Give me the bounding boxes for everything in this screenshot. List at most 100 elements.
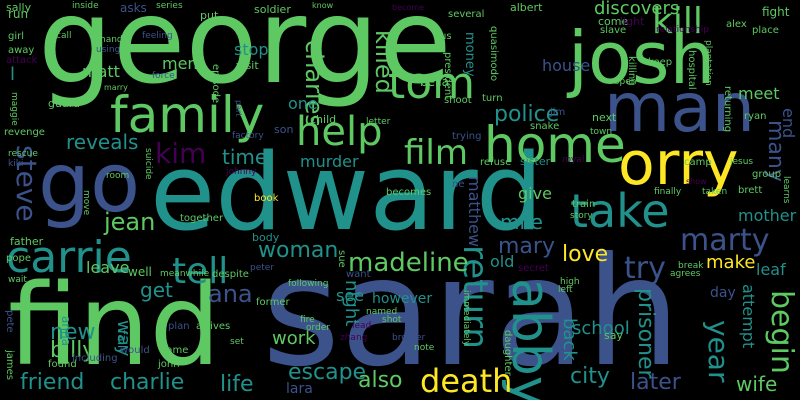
word-murder: murder [300,152,359,171]
word-becomes: becomes [386,187,432,198]
word-agrees: agrees [670,269,701,279]
word-edward: edward [150,131,544,254]
word-attack: attack [6,55,38,66]
word-lara: lara [286,381,313,397]
word-using: using [96,45,121,55]
word-soldier: soldier [254,3,291,16]
word-charlie: charlie [110,370,185,395]
word-revenge: revenge [4,127,45,138]
word-orry: orry [618,129,739,199]
word-visit: visit [236,59,259,72]
word-returning: returning [722,86,733,133]
word-attempt: attempt [739,284,758,349]
word-snake: snake [530,121,560,132]
word-billy: billy [50,338,96,363]
word-brother: brother [392,333,426,343]
word-away: away [8,45,35,56]
word-leaf: leaf [756,260,786,279]
word-new: new [50,320,96,345]
word-madeline: madeline [348,248,469,278]
word-wait: wait [8,275,27,285]
word-also: also [358,368,403,393]
word-part: part [234,100,243,117]
word-girl: girl [8,31,25,42]
word-marry: marry [104,83,128,92]
word-name: name [160,345,189,356]
word-friend: friend [20,370,85,395]
word-old: old [490,252,515,271]
word-hand: hand [100,35,123,45]
word-light: light [620,15,645,28]
word-body: body [252,231,280,244]
word-pete: pete [4,310,15,333]
word-feeling: feeling [142,31,173,41]
word-wife: wife [736,372,778,396]
word-shot: shot [382,315,402,325]
word-lead: lead [352,321,372,331]
word-time: time [222,145,268,169]
word-plantation: plantation [703,40,713,86]
word-named: named [366,307,398,317]
word-marty: marty [680,223,770,258]
word-john: john [158,359,180,370]
word-asks: asks [120,1,147,15]
word-trying: trying [452,131,482,142]
word-later: later [630,370,681,395]
word-despite: despite [212,269,249,280]
word-call: call [56,31,72,41]
word-arrives: arrives [196,321,231,332]
word-try: try [624,251,666,286]
word-money: money [462,32,477,77]
word-open: open [614,77,637,87]
word-prisoner: prisoner [633,288,658,379]
word-shoot: shoot [444,95,472,106]
word-help: help [296,109,383,155]
word-family: family [110,86,265,144]
word-kill: kill [652,1,703,42]
word-tell: tell [172,251,229,292]
word-sally: sally [6,1,32,14]
word-brett: brett [738,185,763,196]
word-slave: slave [600,25,627,36]
word-jesus: jesus [730,157,754,167]
word-one: one [288,94,318,113]
word-rescue: rescue [8,149,38,159]
word-learns: learns [781,176,791,204]
word-stop: stop [234,40,269,59]
word-pope: pope [6,253,31,264]
word-order: order [306,323,330,333]
word-escape: escape [288,360,367,385]
word-go: go [38,136,141,231]
word-town: town [590,127,613,137]
word-plan: plan [168,321,190,332]
word-bella: bella [420,75,450,89]
word-leave: leave [86,258,130,277]
word-night: night [341,280,362,327]
word-taken: taken [702,187,728,197]
word-inside: inside [72,1,99,11]
word-men: men [162,54,198,73]
word-train: train [572,199,596,210]
word-meet: meet [738,84,780,103]
word-death: death [420,362,513,400]
word-know: know [312,1,334,10]
word-albert: albert [510,1,543,14]
word-hospital: hospital [686,50,697,90]
word-mother: mother [738,206,797,225]
word-matt: matt [82,62,120,81]
word-mary: mary [498,234,555,259]
word-left: left [558,285,573,295]
word-guard: guard [48,97,81,110]
word-set: set [230,337,244,347]
word-police: police [494,102,560,127]
word-daughter: daughter [502,330,513,376]
word-george: george [38,0,452,110]
word-story: story [570,211,593,221]
word-series: series [156,1,183,11]
word-run: run [8,7,29,21]
word-back: back [559,318,580,361]
word-carrie: carrie [6,232,132,283]
word-ana: ana [208,280,253,308]
word-sue: sue [336,250,347,268]
